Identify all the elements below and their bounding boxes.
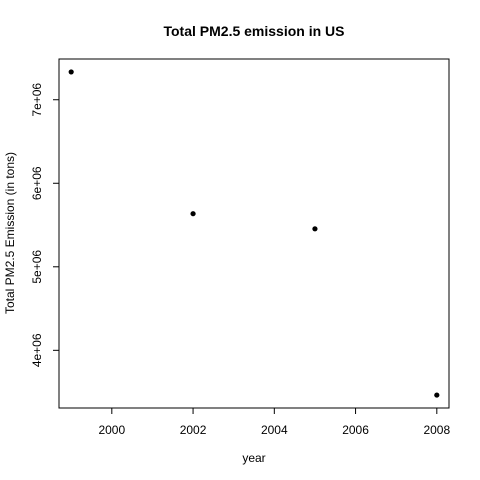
- x-tick-label: 2004: [261, 423, 288, 437]
- y-tick-label: 4e+06: [30, 333, 44, 367]
- x-tick-label: 2008: [423, 423, 450, 437]
- plot-frame: [58, 58, 450, 409]
- x-axis: 2000 2002 2004 2006 2008: [98, 408, 450, 437]
- y-tick-label: 5e+06: [30, 250, 44, 284]
- x-axis-label: year: [242, 451, 265, 465]
- y-tick-label: 7e+06: [30, 83, 44, 117]
- x-tick-label: 2000: [98, 423, 125, 437]
- data-point: [190, 211, 196, 217]
- data-points: [68, 69, 440, 398]
- chart-title: Total PM2.5 emission in US: [163, 23, 344, 39]
- data-point: [68, 69, 74, 75]
- y-axis-label: Total PM2.5 Emission (in tons): [3, 152, 17, 314]
- x-tick-label: 2006: [342, 423, 369, 437]
- data-point: [434, 392, 440, 398]
- data-point: [312, 226, 318, 232]
- x-tick-label: 2002: [180, 423, 207, 437]
- y-tick-label: 6e+06: [30, 166, 44, 200]
- y-axis: 4e+06 5e+06 6e+06 7e+06: [30, 83, 59, 367]
